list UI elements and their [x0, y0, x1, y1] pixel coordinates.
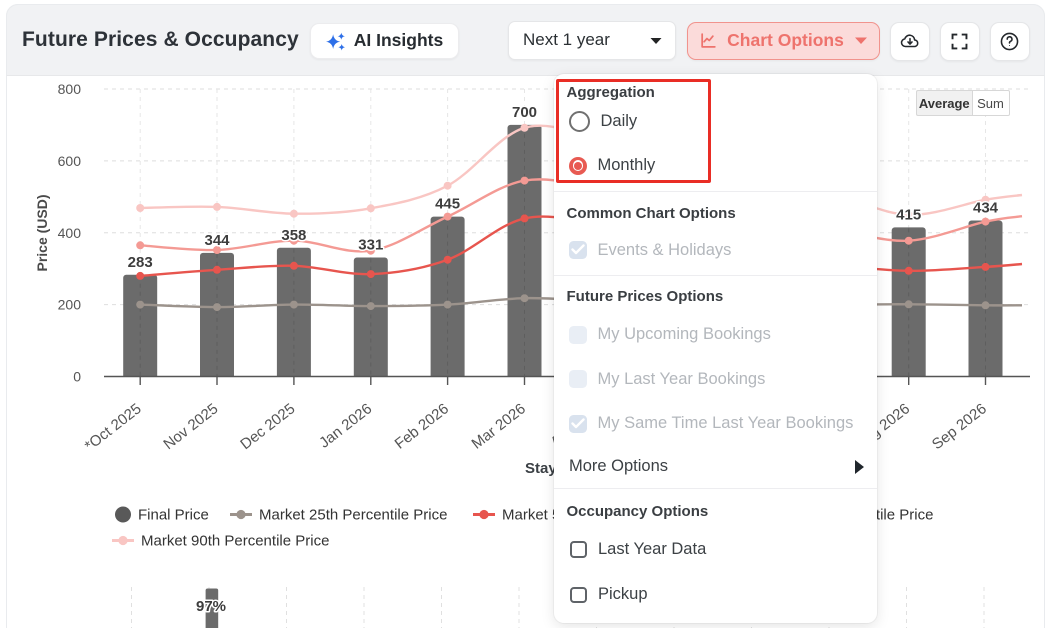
- svg-text:Sep 2026: Sep 2026: [929, 400, 990, 453]
- svg-text:700: 700: [512, 104, 537, 121]
- svg-text:358: 358: [281, 227, 306, 244]
- svg-text:Mar 2026: Mar 2026: [469, 400, 529, 452]
- svg-text:Final Price: Final Price: [138, 507, 209, 524]
- svg-text:Jan 2026: Jan 2026: [316, 400, 375, 451]
- svg-text:800: 800: [58, 81, 82, 97]
- svg-text:Market 90th Percentile Price: Market 90th Percentile Price: [141, 533, 329, 550]
- svg-text:600: 600: [58, 153, 82, 169]
- svg-text:Nov 2025: Nov 2025: [160, 400, 221, 453]
- svg-text:283: 283: [128, 254, 153, 271]
- svg-text:Dec 2025: Dec 2025: [237, 400, 298, 453]
- svg-text:331: 331: [358, 237, 383, 254]
- svg-text:200: 200: [58, 297, 82, 313]
- svg-text:445: 445: [435, 196, 460, 213]
- svg-text:*Oct 2025: *Oct 2025: [82, 400, 145, 454]
- svg-text:0: 0: [73, 369, 81, 385]
- svg-text:434: 434: [973, 200, 999, 217]
- svg-text:344: 344: [204, 232, 230, 249]
- svg-text:Market 25th Percentile Price: Market 25th Percentile Price: [259, 507, 447, 524]
- svg-text:400: 400: [58, 225, 82, 241]
- svg-text:Feb 2026: Feb 2026: [392, 400, 452, 452]
- svg-text:97%: 97%: [196, 598, 226, 615]
- svg-text:415: 415: [896, 206, 921, 223]
- svg-text:Price (USD): Price (USD): [34, 194, 50, 271]
